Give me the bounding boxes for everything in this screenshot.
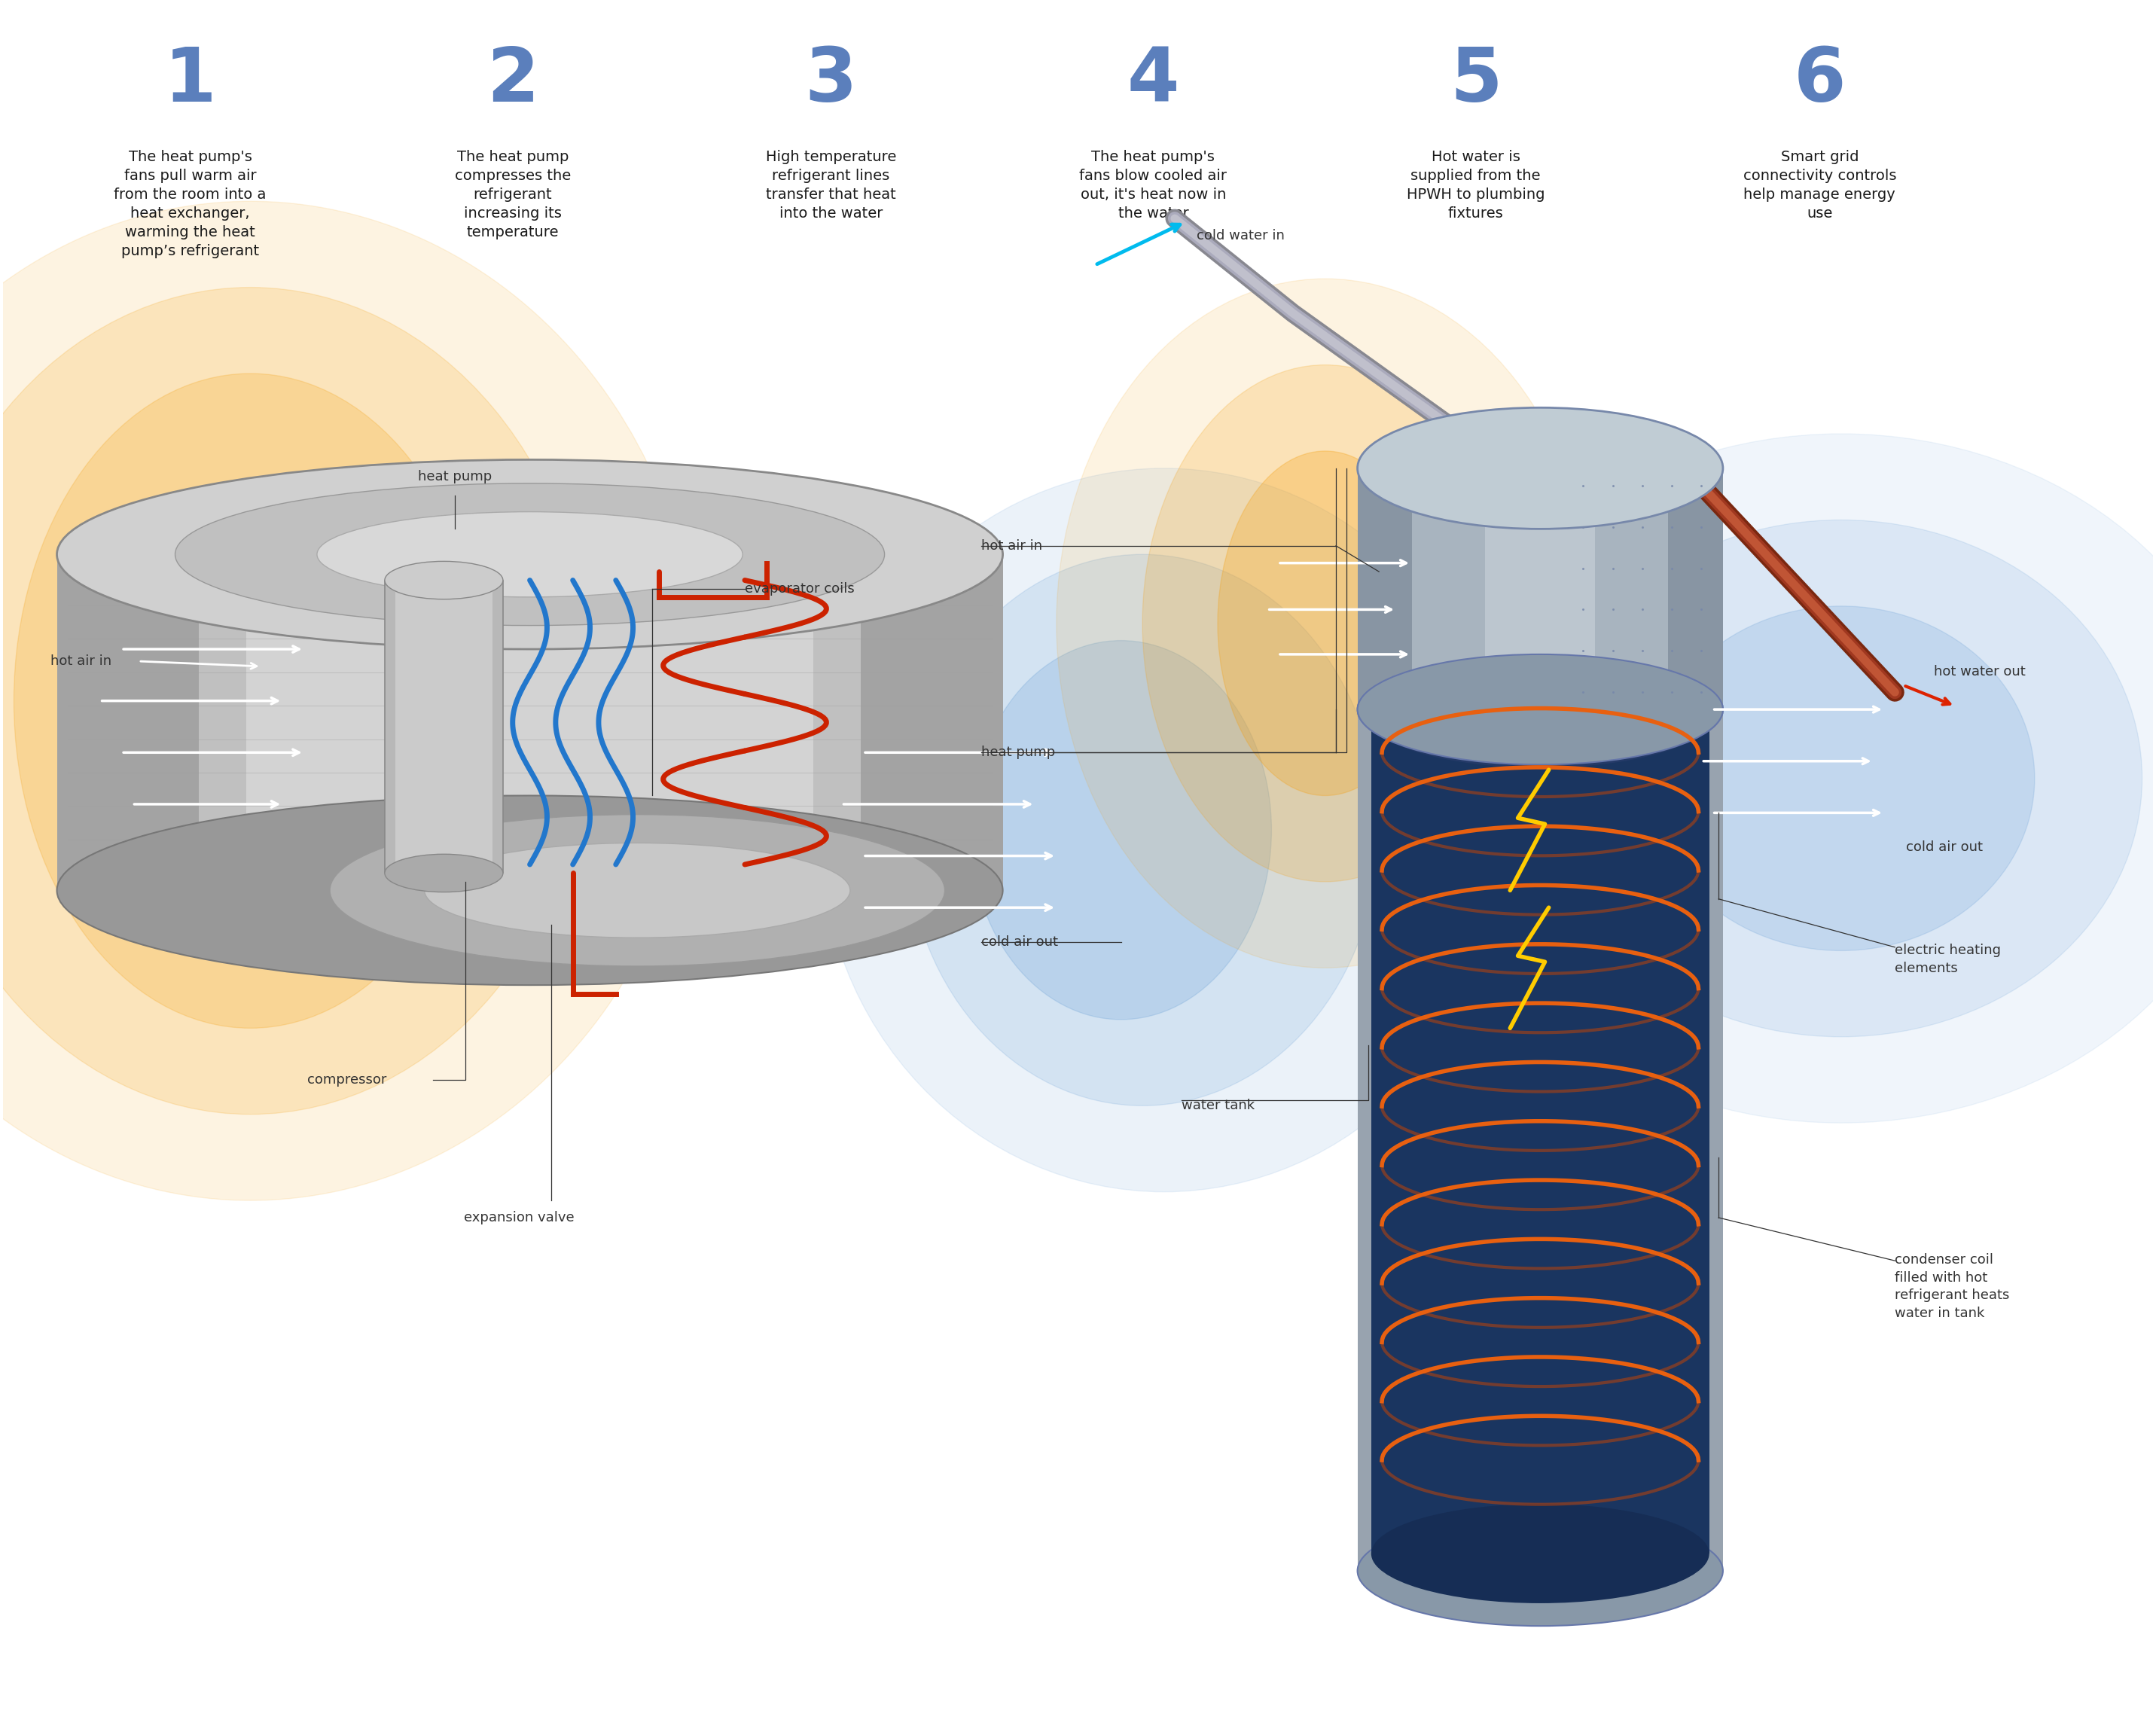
Ellipse shape <box>330 814 944 967</box>
Text: 4: 4 <box>1128 45 1179 118</box>
Ellipse shape <box>317 512 742 597</box>
Polygon shape <box>1358 709 1723 1572</box>
Ellipse shape <box>0 201 703 1200</box>
Ellipse shape <box>906 555 1380 1105</box>
Text: compressor: compressor <box>308 1074 386 1086</box>
Text: cold water in: cold water in <box>1197 228 1285 242</box>
Ellipse shape <box>1358 654 1723 764</box>
Ellipse shape <box>1434 434 2156 1122</box>
Text: 2: 2 <box>487 45 539 118</box>
Ellipse shape <box>175 484 884 626</box>
Polygon shape <box>395 581 492 873</box>
Polygon shape <box>1358 469 1723 709</box>
Text: 5: 5 <box>1449 45 1503 118</box>
Text: cold air out: cold air out <box>1906 840 1984 854</box>
Ellipse shape <box>1371 1504 1710 1603</box>
Text: electric heating
elements: electric heating elements <box>1895 944 2001 975</box>
Ellipse shape <box>1218 451 1434 795</box>
Polygon shape <box>1485 469 1595 709</box>
Text: heat pump: heat pump <box>418 470 492 484</box>
Ellipse shape <box>1539 520 2143 1037</box>
Text: Hot water is
supplied from the
HPWH to plumbing
fixtures: Hot water is supplied from the HPWH to p… <box>1406 150 1546 220</box>
Polygon shape <box>56 555 198 890</box>
Text: condenser coil
filled with hot
refrigerant heats
water in tank: condenser coil filled with hot refrigera… <box>1895 1254 2009 1319</box>
Text: 3: 3 <box>804 45 856 118</box>
Ellipse shape <box>1143 365 1507 882</box>
Text: expansion valve: expansion valve <box>464 1210 573 1224</box>
Ellipse shape <box>970 640 1272 1020</box>
Text: hot air in: hot air in <box>50 655 112 667</box>
Polygon shape <box>56 555 1003 890</box>
Text: High temperature
refrigerant lines
transfer that heat
into the water: High temperature refrigerant lines trans… <box>765 150 897 220</box>
Text: Smart grid
connectivity controls
help manage energy
use: Smart grid connectivity controls help ma… <box>1742 150 1897 220</box>
Ellipse shape <box>1358 408 1723 529</box>
Ellipse shape <box>56 795 1003 986</box>
Ellipse shape <box>425 844 849 937</box>
Ellipse shape <box>1358 1516 1723 1625</box>
Text: 1: 1 <box>164 45 216 118</box>
Polygon shape <box>1358 709 1412 1572</box>
Text: hot air in: hot air in <box>981 539 1041 553</box>
Polygon shape <box>1371 718 1710 1554</box>
Ellipse shape <box>819 469 1507 1191</box>
Ellipse shape <box>1056 278 1593 968</box>
Ellipse shape <box>1647 607 2035 951</box>
Text: The heat pump
compresses the
refrigerant
increasing its
temperature: The heat pump compresses the refrigerant… <box>455 150 571 239</box>
Ellipse shape <box>0 287 595 1113</box>
Polygon shape <box>860 555 1003 890</box>
Polygon shape <box>1669 709 1723 1572</box>
Text: evaporator coils: evaporator coils <box>744 583 854 597</box>
Polygon shape <box>246 555 813 890</box>
Text: heat pump: heat pump <box>981 745 1054 759</box>
Text: The heat pump's
fans blow cooled air
out, it's heat now in
the water: The heat pump's fans blow cooled air out… <box>1080 150 1227 220</box>
Polygon shape <box>384 581 502 873</box>
Ellipse shape <box>384 854 502 892</box>
Polygon shape <box>1485 709 1595 1572</box>
Ellipse shape <box>13 373 487 1029</box>
Ellipse shape <box>1358 654 1723 764</box>
Text: water tank: water tank <box>1181 1100 1255 1112</box>
Text: cold air out: cold air out <box>981 935 1059 949</box>
Polygon shape <box>1669 469 1723 709</box>
Text: 6: 6 <box>1794 45 1846 118</box>
Ellipse shape <box>384 562 502 600</box>
Ellipse shape <box>56 460 1003 648</box>
Ellipse shape <box>1371 669 1710 768</box>
Text: hot water out: hot water out <box>1934 664 2024 678</box>
Text: The heat pump's
fans pull warm air
from the room into a
heat exchanger,
warming : The heat pump's fans pull warm air from … <box>114 150 267 258</box>
Polygon shape <box>1358 469 1412 709</box>
